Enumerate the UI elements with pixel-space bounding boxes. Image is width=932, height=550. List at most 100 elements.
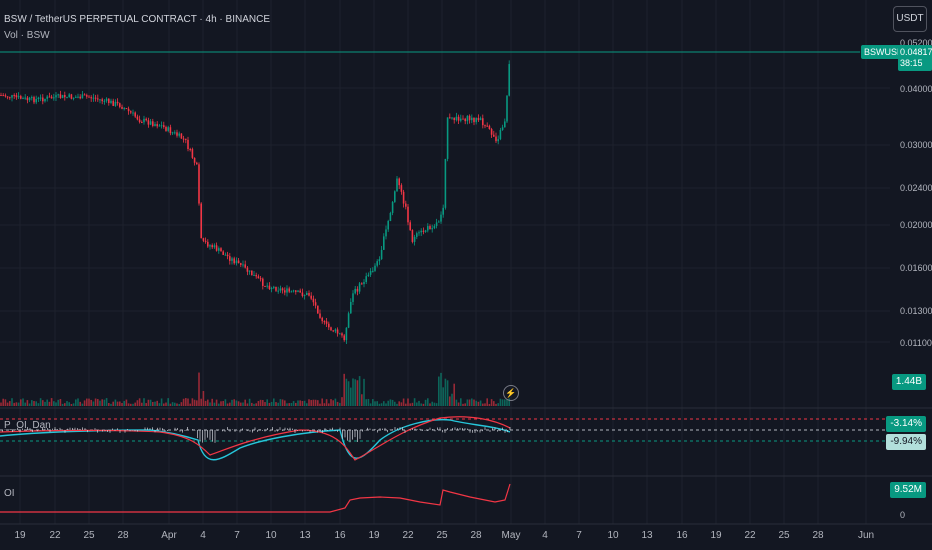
- volume-bar: [312, 399, 315, 406]
- candle-body: [33, 97, 35, 103]
- currency-button[interactable]: USDT: [893, 6, 927, 32]
- candle-body: [420, 230, 422, 233]
- volume-bar: [114, 399, 117, 406]
- po-histogram-bar: [424, 430, 426, 431]
- volume-bar: [457, 402, 460, 406]
- volume-bar: [35, 401, 37, 406]
- volume-bar: [53, 401, 55, 406]
- candle-body: [394, 191, 396, 202]
- volume-bar: [79, 401, 81, 406]
- candle-body: [242, 264, 244, 266]
- candle-body: [202, 238, 205, 241]
- volume-bar: [101, 399, 103, 406]
- candle-body: [57, 94, 59, 96]
- po-histogram-bar: [102, 430, 103, 432]
- volume-bar: [240, 402, 242, 406]
- po-histogram-bar: [179, 430, 181, 432]
- time-label: 13: [641, 530, 653, 541]
- po-histogram-bar: [344, 430, 346, 438]
- po-histogram-bar: [409, 429, 411, 430]
- time-label: 19: [710, 530, 722, 541]
- volume-bar: [440, 372, 442, 406]
- volume-bar: [189, 403, 191, 406]
- po-histogram-bar: [362, 430, 363, 432]
- volume-bar: [325, 399, 328, 406]
- po-histogram-bar: [19, 430, 21, 433]
- po-histogram-bar: [429, 427, 431, 430]
- volume-bar: [64, 403, 66, 406]
- po-oi-indicator: [0, 416, 890, 461]
- po-histogram-bar: [369, 428, 371, 430]
- candle-body: [413, 236, 416, 242]
- candle-body: [180, 133, 183, 139]
- po-histogram-bar: [84, 428, 86, 430]
- volume-bar: [145, 403, 147, 406]
- po-histogram-bar: [489, 430, 491, 432]
- candle-body: [215, 245, 218, 251]
- candle-body: [191, 149, 194, 158]
- candle-body: [158, 125, 161, 127]
- po-histogram-bar: [254, 427, 256, 430]
- candle-body: [59, 94, 62, 98]
- volume-bar: [169, 403, 172, 406]
- price-label: 0.02400: [900, 183, 932, 193]
- candle-body: [193, 157, 196, 163]
- candle-body: [143, 118, 145, 123]
- po-histogram-bar: [77, 428, 78, 430]
- time-label: 25: [778, 530, 790, 541]
- price-label: 0.01600: [900, 263, 932, 273]
- lightning-icon[interactable]: ⚡: [503, 385, 519, 401]
- candle-body: [477, 117, 480, 121]
- po-histogram-bar: [114, 430, 116, 431]
- volume-bar: [143, 398, 145, 406]
- candle-body: [380, 249, 383, 260]
- po-histogram-bar: [322, 430, 323, 433]
- po-histogram-bar: [302, 430, 303, 432]
- po-histogram-bar: [444, 430, 446, 433]
- candle-body: [299, 290, 301, 293]
- po-histogram-bar: [144, 427, 146, 430]
- candle-body: [350, 301, 352, 314]
- candle-body: [321, 317, 323, 322]
- candle-body: [123, 108, 125, 110]
- po-histogram-bar: [112, 428, 113, 430]
- time-label: Apr: [161, 530, 177, 541]
- candle-body: [86, 95, 88, 97]
- candle-body: [460, 118, 462, 121]
- candle-body: [354, 288, 356, 294]
- volume-bar: [46, 399, 48, 406]
- po-histogram-bar: [229, 430, 231, 432]
- volume-bar: [103, 399, 106, 406]
- candle-body: [418, 232, 420, 234]
- candle-body: [495, 136, 497, 142]
- volume-bar: [24, 402, 26, 406]
- candle-body: [464, 118, 466, 122]
- candle-body: [372, 270, 374, 272]
- volume-bar: [268, 402, 271, 406]
- volume-bar: [422, 403, 425, 406]
- volume-bar: [391, 399, 394, 406]
- time-label: 28: [812, 530, 824, 541]
- po-lower-tag: -9.94%: [886, 434, 926, 450]
- candle-body: [189, 149, 191, 151]
- candle-body: [301, 292, 304, 296]
- po-histogram-bar: [507, 430, 508, 433]
- po-histogram-bar: [334, 430, 336, 432]
- candle-body: [9, 97, 11, 99]
- time-label: 19: [368, 530, 380, 541]
- candle-body: [319, 313, 321, 318]
- volume-bar: [13, 402, 15, 406]
- candle-body: [134, 112, 136, 117]
- po-histogram-bar: [134, 430, 136, 432]
- candle-body: [275, 286, 277, 291]
- po-histogram-bar: [509, 427, 511, 430]
- candle-body: [471, 117, 473, 121]
- volume-bar: [112, 401, 114, 406]
- volume-bar: [477, 401, 480, 406]
- volume-bar: [15, 402, 18, 406]
- po-histogram-bar: [379, 428, 381, 430]
- volume-bar: [167, 398, 169, 406]
- volume-bar: [429, 403, 431, 406]
- candle-body: [176, 132, 178, 136]
